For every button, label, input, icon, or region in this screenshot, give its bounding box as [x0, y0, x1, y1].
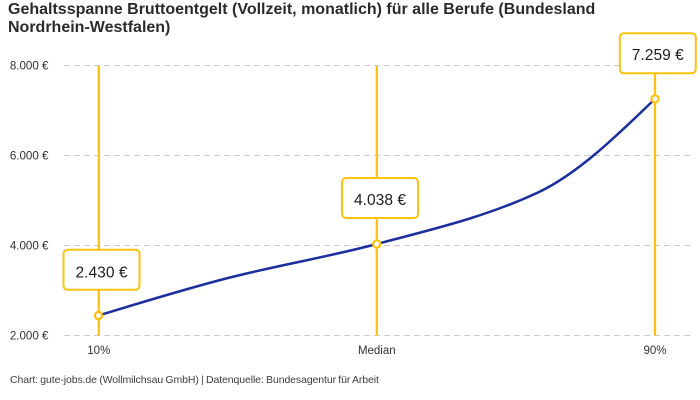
- svg-text:90%: 90%: [643, 345, 666, 357]
- svg-text:7.259 €: 7.259 €: [632, 47, 684, 64]
- svg-text:6.000 €: 6.000 €: [10, 150, 49, 163]
- svg-text:Median: Median: [358, 345, 396, 357]
- svg-text:8.000 €: 8.000 €: [10, 60, 49, 73]
- svg-text:4.038 €: 4.038 €: [354, 192, 406, 209]
- svg-text:2.430 €: 2.430 €: [75, 264, 127, 281]
- svg-text:4.000 €: 4.000 €: [10, 240, 49, 253]
- svg-text:10%: 10%: [87, 345, 110, 357]
- svg-text:2.000 €: 2.000 €: [10, 330, 49, 343]
